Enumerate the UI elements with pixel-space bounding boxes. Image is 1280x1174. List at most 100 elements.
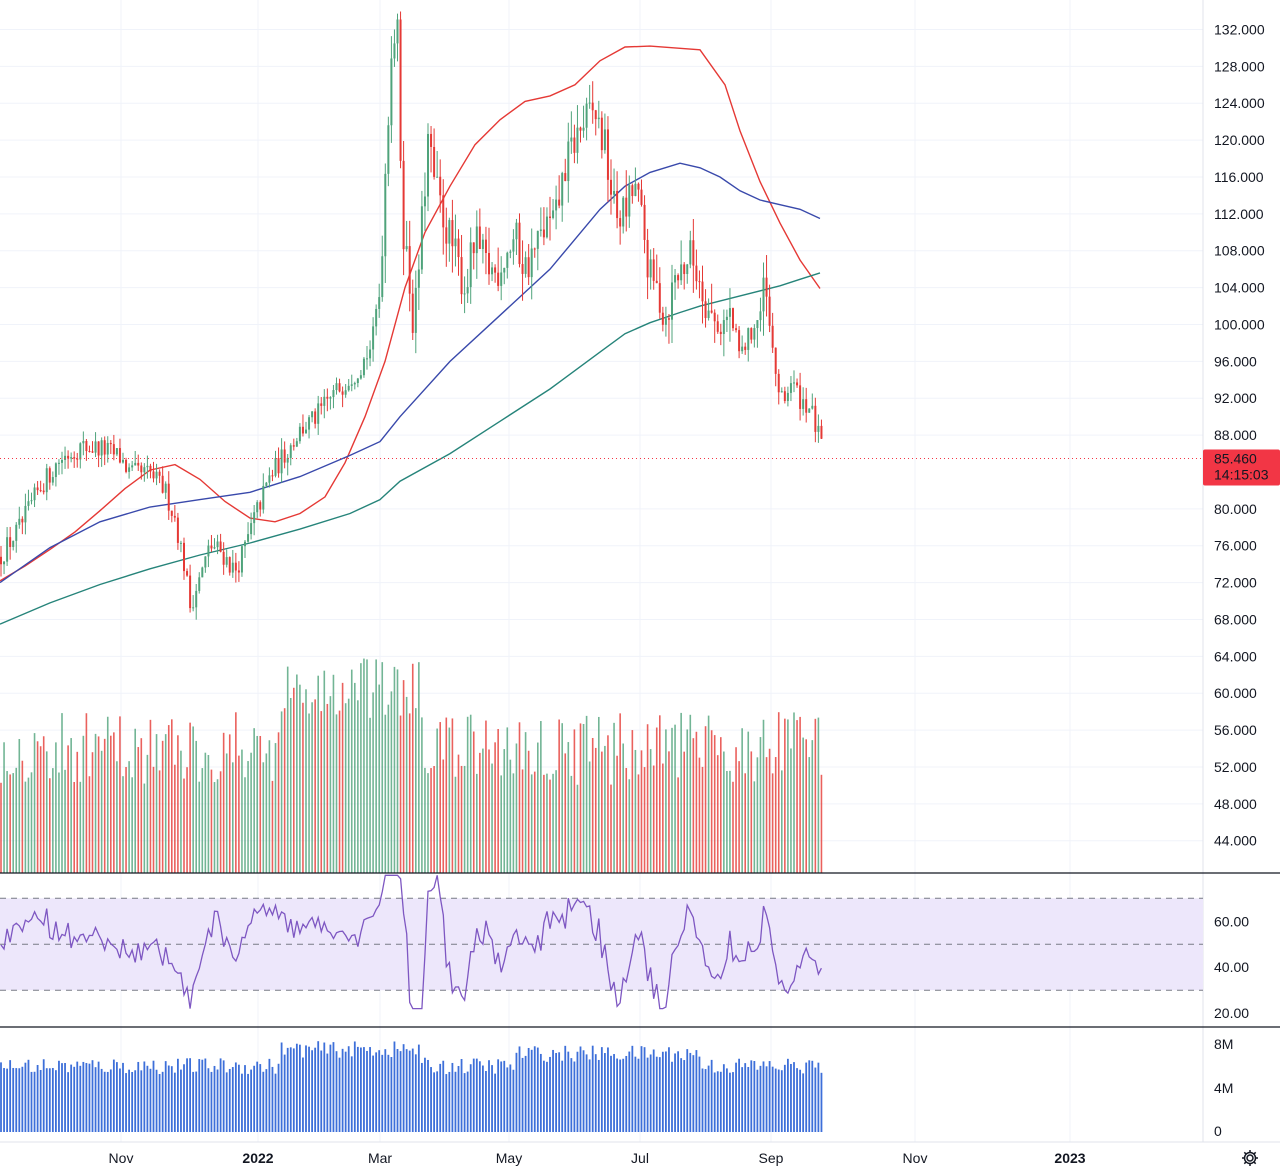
volume-histogram: [0, 658, 823, 873]
volume-pane-bar: [134, 1070, 137, 1132]
candle-body: [390, 58, 393, 126]
candle-body: [137, 462, 140, 466]
pane-separators[interactable]: [0, 872, 1280, 1143]
price-tick-label: 100.000: [1214, 316, 1265, 332]
volume-pane-bar: [238, 1064, 240, 1132]
volume-pane-bar: [506, 1067, 509, 1132]
volume-bar: [335, 714, 338, 873]
candle-body: [344, 390, 347, 395]
candle-body: [698, 281, 701, 283]
candle-body: [811, 405, 814, 409]
candle-body: [683, 264, 686, 275]
volume-pane-bar: [48, 1068, 51, 1132]
time-tick-label: Nov: [903, 1150, 928, 1166]
volume-pane-bar: [131, 1071, 134, 1132]
volume-bar: [601, 751, 603, 873]
candle-body: [439, 176, 442, 196]
volume-pane-bar: [305, 1045, 307, 1132]
volume-bar: [768, 748, 771, 873]
volume-bar: [213, 782, 216, 873]
candle-body: [445, 227, 448, 244]
rsi-line: [0, 874, 822, 1010]
candle-body: [42, 490, 45, 493]
volume-bar: [625, 767, 628, 873]
volume-pane-bar: [674, 1053, 676, 1132]
volume-pane-bar: [805, 1062, 808, 1132]
candle-body: [67, 455, 70, 459]
volume-pane-bar: [658, 1057, 661, 1132]
volume-pane-bar: [51, 1067, 54, 1132]
volume-bar: [692, 738, 695, 873]
candle-body: [362, 358, 365, 376]
candle-body: [637, 183, 640, 190]
candle-body: [329, 397, 332, 399]
volume-pane-bar: [777, 1069, 780, 1132]
volume-bar: [61, 713, 63, 873]
volume-pane-bar: [500, 1061, 503, 1132]
volume-pane-bar: [482, 1065, 484, 1132]
volume-bar: [716, 755, 719, 873]
volume-bar: [277, 732, 280, 873]
rsi-tick-label: 60.00: [1214, 913, 1249, 929]
rsi-axis[interactable]: 60.00 40.00 20.00: [1214, 913, 1249, 1021]
volume-pane-bar: [762, 1061, 765, 1132]
volume-pane-bar: [424, 1057, 426, 1132]
volume-bar: [363, 658, 365, 873]
volume-pane-bar: [378, 1050, 381, 1132]
price-axis[interactable]: 132.000 128.000 124.000 120.000 116.000 112.0…: [1214, 21, 1265, 848]
volume-pane-bar: [82, 1061, 85, 1132]
candle-body: [420, 206, 423, 270]
volume-bar: [594, 747, 597, 873]
last-price-badge: [1203, 449, 1280, 486]
volume-bar: [79, 781, 82, 873]
candle-body: [186, 571, 189, 576]
candle-body: [289, 445, 292, 458]
volume-axis[interactable]: 8M 4M 0: [1214, 1036, 1233, 1139]
gear-icon: [1242, 1150, 1258, 1166]
volume-pane-bar: [222, 1060, 225, 1132]
volume-pane-bar: [18, 1068, 21, 1132]
candle-body: [588, 102, 591, 104]
volume-pane-bar: [539, 1053, 542, 1132]
volume-bar: [543, 774, 545, 873]
volume-bar: [238, 755, 240, 873]
volume-pane-bar: [610, 1055, 612, 1132]
volume-bar: [537, 742, 539, 873]
candle-body: [667, 318, 670, 320]
volume-bar: [448, 727, 451, 873]
settings-button[interactable]: [1238, 1146, 1262, 1170]
volume-pane-bar: [594, 1054, 597, 1132]
volume-pane-bar: [604, 1053, 606, 1132]
candle-body: [704, 301, 707, 319]
candle-body: [280, 449, 283, 474]
candle-body: [18, 518, 21, 525]
candle-body: [576, 127, 579, 153]
candle-body: [497, 272, 500, 286]
volume-pane-bar: [552, 1049, 554, 1132]
candle-body: [671, 282, 673, 320]
candle-body: [335, 383, 338, 391]
candle-body: [793, 382, 795, 384]
volume-bar: [442, 759, 445, 873]
time-axis[interactable]: Nov 2022 Mar May Jul Sep Nov 2023: [109, 1150, 1086, 1166]
volume-pane-bar: [375, 1052, 378, 1132]
volume-pane-bar: [820, 1072, 823, 1132]
volume-bar: [381, 662, 384, 873]
candle-body: [436, 176, 439, 178]
candle-body: [732, 308, 734, 329]
candle-body: [308, 417, 311, 430]
candle-body: [405, 246, 408, 250]
volume-bar: [631, 730, 634, 873]
candle-body: [225, 557, 228, 565]
volume-bar: [793, 712, 795, 873]
volume-bar: [55, 742, 57, 873]
volume-pane-bar: [344, 1051, 347, 1132]
volume-pane-bar: [317, 1041, 320, 1132]
volume-pane-bar: [402, 1044, 405, 1132]
volume-pane-bar: [631, 1045, 634, 1132]
volume-bar: [332, 674, 335, 873]
volume-pane-bar: [716, 1071, 719, 1132]
volume-pane-bar: [112, 1059, 115, 1132]
volume-pane-bar: [600, 1047, 603, 1132]
